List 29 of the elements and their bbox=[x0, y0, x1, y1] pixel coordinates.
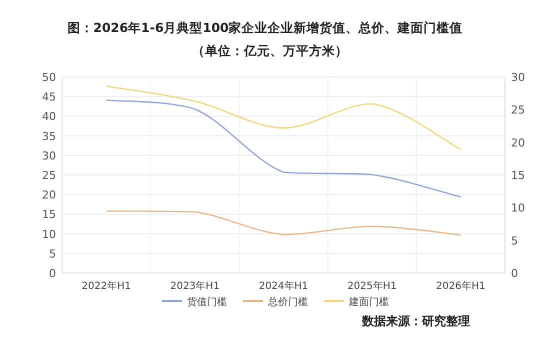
y-tick-label: 25 bbox=[42, 169, 56, 182]
y-tick-label: 0 bbox=[49, 267, 56, 280]
source-note: 数据来源：研究整理 bbox=[361, 314, 470, 328]
y-tick-label: 10 bbox=[42, 228, 56, 241]
y2-tick-label: 15 bbox=[511, 169, 525, 182]
y2-tick-label: 20 bbox=[511, 136, 525, 150]
y-tick-label: 50 bbox=[42, 71, 56, 84]
y-tick-label: 15 bbox=[42, 208, 56, 222]
y-tick-label: 30 bbox=[42, 149, 56, 162]
x-tick-label: 2025年H1 bbox=[347, 280, 397, 292]
y-tick-label: 45 bbox=[42, 90, 56, 104]
y-tick-label: 40 bbox=[42, 110, 56, 124]
x-tick-label: 2024年H1 bbox=[258, 280, 308, 292]
y2-tick-label: 10 bbox=[511, 202, 525, 215]
x-tick-label: 2026年H1 bbox=[436, 280, 486, 292]
chart-subtitle: （单位：亿元、万平方米） bbox=[192, 43, 348, 58]
x-tick-label: 2023年H1 bbox=[170, 280, 220, 292]
y2-tick-label: 30 bbox=[511, 71, 525, 84]
y-tick-label: 20 bbox=[42, 188, 56, 202]
legend-label: 货值门槛 bbox=[187, 296, 227, 308]
legend-label: 总价门槛 bbox=[267, 296, 308, 308]
y2-tick-label: 0 bbox=[511, 267, 518, 280]
legend-label: 建面门槛 bbox=[348, 296, 389, 308]
y-tick-label: 5 bbox=[49, 247, 56, 260]
x-tick-label: 2022年H1 bbox=[82, 280, 131, 292]
y2-tick-label: 25 bbox=[511, 104, 525, 117]
chart-title: 图：2026年1-6月典型100家企业企业新增货值、总价、建面门槛值 bbox=[67, 20, 463, 35]
y-tick-label: 35 bbox=[42, 130, 56, 143]
y2-tick-label: 5 bbox=[511, 234, 518, 248]
